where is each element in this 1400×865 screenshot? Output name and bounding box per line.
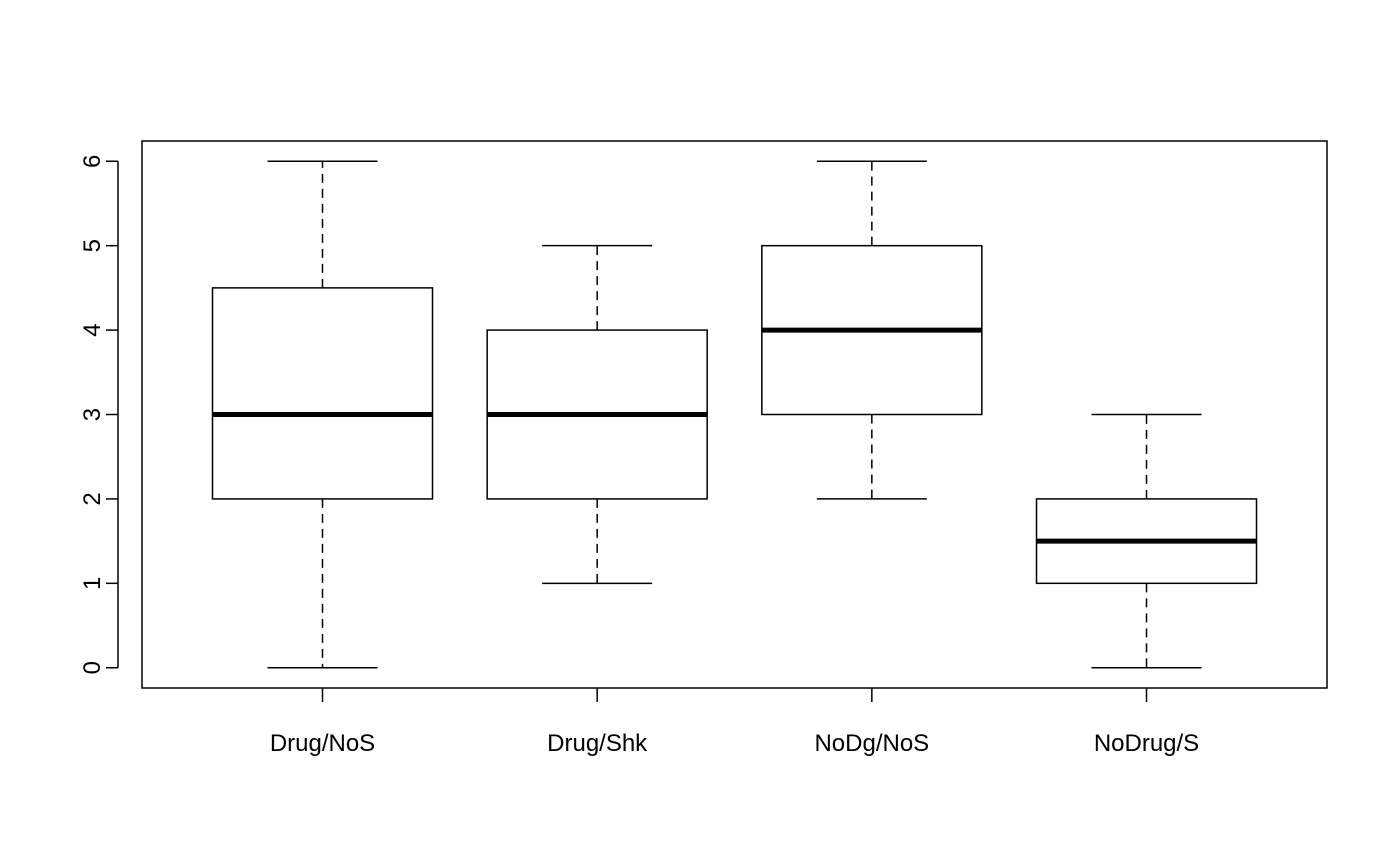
x-tick-label: Drug/Shk — [547, 730, 648, 757]
x-tick-label: Drug/NoS — [270, 730, 375, 757]
y-tick-label: 4 — [79, 323, 106, 336]
boxplot-nodg-nos — [761, 160, 983, 500]
y-axis: 0 1 2 3 4 5 6 — [79, 155, 119, 674]
box-group — [211, 160, 1258, 669]
y-tick-label: 2 — [79, 492, 106, 505]
y-tick-label: 3 — [79, 408, 106, 421]
y-tick-label: 5 — [79, 239, 106, 252]
plot-frame — [141, 140, 1328, 689]
boxplot-nodrug-s — [1035, 413, 1258, 669]
boxplot-drug-shk — [486, 244, 708, 585]
x-axis: Drug/NoS Drug/Shk NoDg/NoS NoDrug/S — [270, 688, 1199, 757]
iqr-box — [211, 287, 434, 500]
y-tick-label: 0 — [79, 661, 106, 674]
x-tick-label: NoDg/NoS — [814, 730, 929, 757]
boxplot-drug-nos — [211, 160, 434, 669]
y-tick-label: 1 — [79, 577, 106, 590]
x-tick-label: NoDrug/S — [1094, 730, 1199, 757]
y-tick-label: 6 — [79, 155, 106, 168]
